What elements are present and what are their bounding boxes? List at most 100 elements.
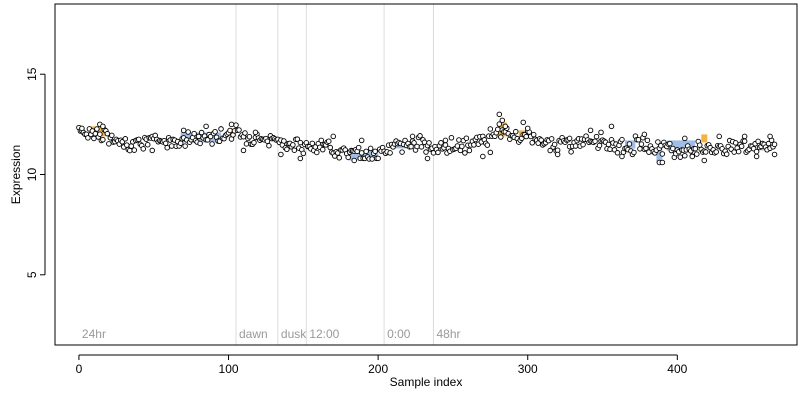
- data-point: [502, 123, 509, 130]
- data-point: [149, 147, 155, 154]
- x-axis-title: Sample index: [390, 375, 463, 389]
- annotation-label: 24hr: [82, 327, 106, 341]
- data-point: [466, 147, 473, 154]
- data-point: [459, 143, 465, 150]
- data-point: [554, 151, 561, 158]
- data-point: [755, 138, 761, 145]
- data-point: [369, 156, 375, 162]
- data-point: [484, 142, 491, 148]
- data-point: [177, 140, 184, 146]
- data-point: [204, 137, 211, 143]
- data-point: [131, 147, 138, 153]
- data-point: [619, 136, 625, 143]
- data-point: [580, 141, 586, 148]
- data-point: [79, 125, 85, 132]
- data-points: [76, 111, 778, 166]
- x-tick-label: 100: [219, 362, 239, 376]
- data-point: [417, 133, 423, 139]
- data-point: [228, 121, 235, 128]
- data-point: [655, 139, 661, 145]
- data-point: [106, 141, 112, 147]
- data-point: [659, 159, 666, 166]
- data-point: [598, 129, 604, 136]
- data-point: [471, 142, 477, 148]
- data-point: [297, 139, 304, 146]
- data-point: [593, 133, 600, 140]
- data-point: [689, 153, 696, 160]
- data-point: [418, 144, 425, 150]
- data-point: [411, 140, 417, 146]
- annotation-label: 0:00: [387, 327, 411, 341]
- data-point: [127, 147, 133, 154]
- data-point: [227, 127, 233, 134]
- data-point: [548, 136, 555, 142]
- data-point: [233, 122, 239, 128]
- plot-frame: [54, 3, 798, 346]
- data-point: [180, 127, 187, 134]
- annotation-label: 12:00: [309, 327, 339, 341]
- data-point: [771, 141, 778, 148]
- data-point: [480, 153, 486, 160]
- data-point: [462, 150, 468, 156]
- highlight-band: [90, 126, 106, 137]
- data-point: [702, 149, 709, 155]
- data-point: [409, 133, 416, 140]
- highlight-band: [701, 134, 708, 143]
- data-point: [162, 140, 169, 147]
- annotation-labels: 24hr dawn dusk 12:00 0:00 48hr: [82, 327, 461, 341]
- data-point: [251, 139, 257, 146]
- data-point: [753, 148, 760, 155]
- data-point: [735, 148, 742, 155]
- data-point: [91, 135, 97, 142]
- data-point: [278, 151, 284, 158]
- data-point: [100, 136, 106, 143]
- data-point: [637, 146, 643, 152]
- data-point: [566, 135, 573, 142]
- data-point: [682, 152, 688, 159]
- data-point: [767, 133, 773, 140]
- data-point: [266, 142, 272, 149]
- data-point: [487, 126, 494, 132]
- data-point: [513, 128, 519, 135]
- data-point: [85, 135, 91, 141]
- data-point: [435, 149, 441, 156]
- data-point: [218, 126, 224, 132]
- data-point: [619, 153, 625, 160]
- x-tick-label: 400: [667, 362, 687, 376]
- data-point: [330, 133, 337, 140]
- data-point: [765, 140, 772, 147]
- data-point: [626, 141, 633, 147]
- data-point: [97, 131, 103, 137]
- data-point: [596, 142, 603, 149]
- data-point: [423, 149, 429, 155]
- data-point: [643, 145, 649, 152]
- highlight-band: [666, 140, 696, 151]
- x-tick-label: 300: [518, 362, 538, 376]
- data-point: [520, 119, 526, 126]
- data-point: [309, 140, 316, 147]
- data-point: [185, 129, 191, 135]
- data-point: [692, 145, 699, 152]
- highlight-band: [656, 148, 663, 163]
- data-point: [605, 141, 612, 148]
- data-point: [530, 131, 537, 138]
- data-point: [408, 143, 414, 150]
- data-point: [264, 138, 271, 144]
- data-point: [456, 137, 462, 143]
- data-point: [771, 151, 778, 158]
- data-point: [442, 137, 449, 144]
- data-point: [281, 138, 287, 144]
- data-point: [168, 143, 175, 149]
- data-point: [677, 154, 684, 160]
- data-point: [638, 141, 645, 147]
- data-point: [614, 150, 621, 156]
- data-point: [236, 127, 242, 133]
- data-point: [547, 147, 553, 154]
- data-point: [191, 130, 197, 137]
- data-point: [741, 138, 748, 144]
- data-point: [212, 128, 218, 135]
- data-point: [667, 140, 673, 147]
- data-point: [300, 150, 307, 157]
- data-point: [426, 140, 432, 146]
